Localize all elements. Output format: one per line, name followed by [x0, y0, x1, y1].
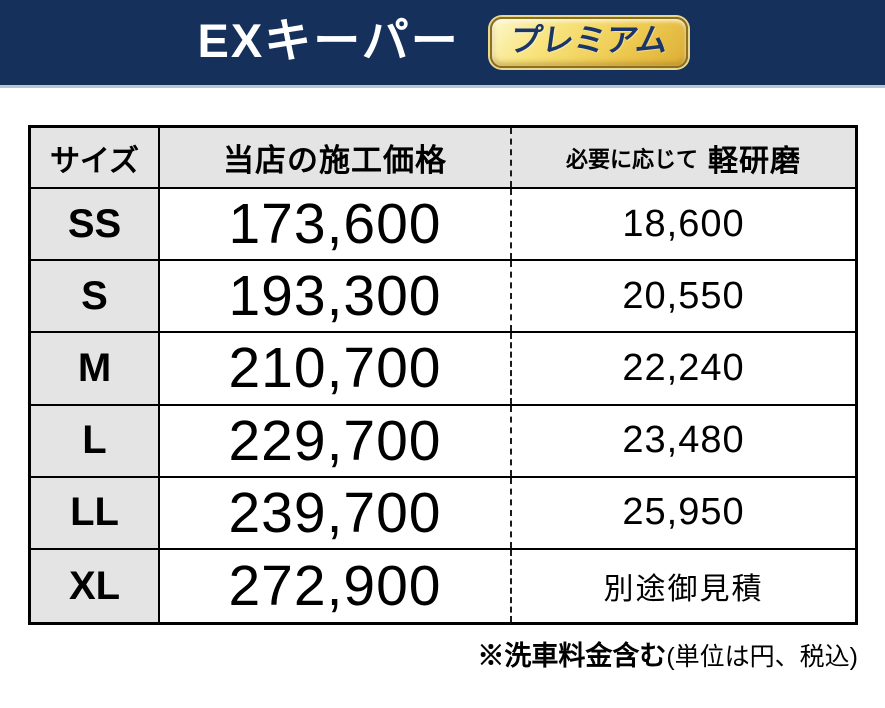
table-row: XL 272,900 別途御見積	[31, 549, 855, 623]
table-header-row: サイズ 当店の施工価格 必要に応じて 軽研磨	[31, 128, 855, 189]
size-column-header: サイズ	[31, 128, 160, 187]
price-column-header: 当店の施工価格	[160, 128, 512, 187]
footer-note: ※洗車料金含む(単位は円、税込)	[28, 640, 858, 672]
table-row: SS 173,600 18,600	[31, 189, 855, 262]
size-cell: SS	[31, 189, 160, 260]
table-row: L 229,700 23,480	[31, 405, 855, 478]
page-title: EXキーパー	[197, 14, 460, 67]
price-cell: 239,700	[160, 477, 512, 548]
size-cell: LL	[31, 477, 160, 548]
size-cell: S	[31, 261, 160, 332]
footer-note-bold: ※洗車料金含む	[477, 641, 667, 672]
premium-badge: プレミアム	[489, 17, 688, 68]
size-cell: L	[31, 405, 160, 476]
premium-badge-label: プレミアム	[507, 22, 671, 59]
price-cell: 272,900	[160, 549, 512, 623]
polish-cell: 25,950	[622, 491, 745, 534]
polish-column-header: 必要に応じて 軽研磨	[512, 128, 855, 187]
polish-header-main: 軽研磨	[708, 144, 801, 178]
footer-note-regular: (単位は円、税込)	[666, 643, 858, 672]
price-table: サイズ 当店の施工価格 必要に応じて 軽研磨 SS 173,600 18,600 S 1…	[28, 125, 858, 626]
table-row: LL 239,700 25,950	[31, 477, 855, 550]
polish-header-prefix: 必要に応じて	[565, 146, 698, 172]
table-body: SS 173,600 18,600 S 193,300 20,550 M 210,700 22,…	[31, 189, 855, 623]
size-cell: XL	[31, 549, 160, 623]
title-banner: EXキーパー プレミアム	[0, 0, 885, 88]
size-cell: M	[31, 333, 160, 404]
polish-cell: 23,480	[622, 419, 745, 462]
price-cell: 229,700	[160, 405, 512, 476]
price-cell: 210,700	[160, 333, 512, 404]
price-cell: 173,600	[160, 189, 512, 260]
table-row: S 193,300 20,550	[31, 261, 855, 334]
polish-cell: 20,550	[622, 274, 745, 317]
table-row: M 210,700 22,240	[31, 333, 855, 406]
polish-cell: 18,600	[622, 202, 745, 245]
polish-cell: 22,240	[622, 346, 745, 389]
polish-cell: 別途御見積	[603, 573, 764, 607]
price-cell: 193,300	[160, 261, 512, 332]
